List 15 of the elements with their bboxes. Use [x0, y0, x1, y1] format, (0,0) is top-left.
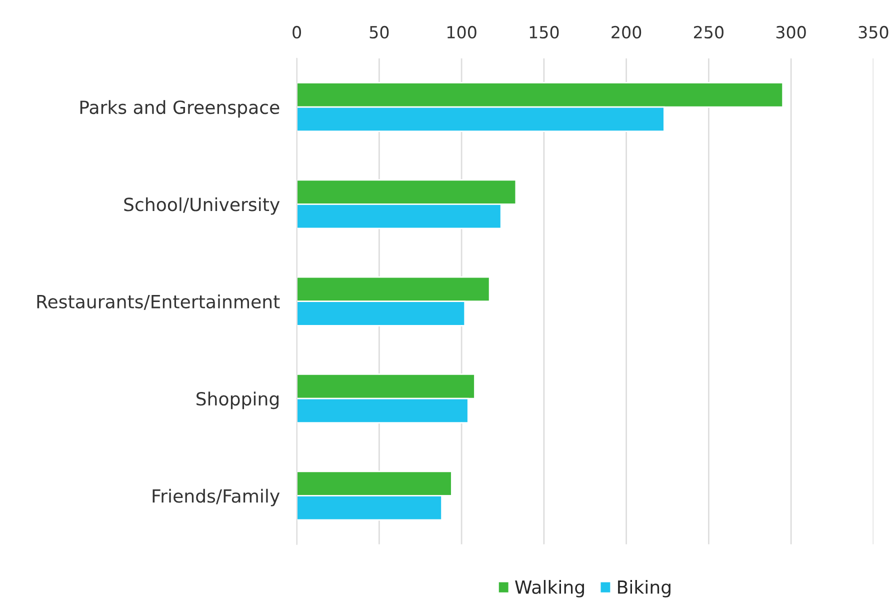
- y-tick-label: Restaurants/Entertainment: [37, 294, 280, 310]
- y-tick-label: Shopping: [196, 392, 278, 410]
- y-tick-label: School/University: [124, 197, 280, 215]
- y-tick-label: Parks and Greenspace: [80, 100, 280, 118]
- x-tick-label: 300: [776, 26, 806, 39]
- x-tick-label: 250: [694, 26, 724, 39]
- legend-label: Biking: [618, 580, 670, 598]
- x-tick-label: 100: [447, 26, 476, 39]
- x-tick-label: 350: [858, 26, 888, 39]
- x-tick-label: 0: [292, 26, 302, 39]
- y-tick-label: Friends/Family: [152, 488, 280, 506]
- legend-label: Walking: [515, 580, 584, 598]
- x-tick-label: 200: [612, 26, 642, 39]
- x-tick-label: 150: [530, 26, 559, 39]
- x-tick-label: 50: [370, 26, 389, 39]
